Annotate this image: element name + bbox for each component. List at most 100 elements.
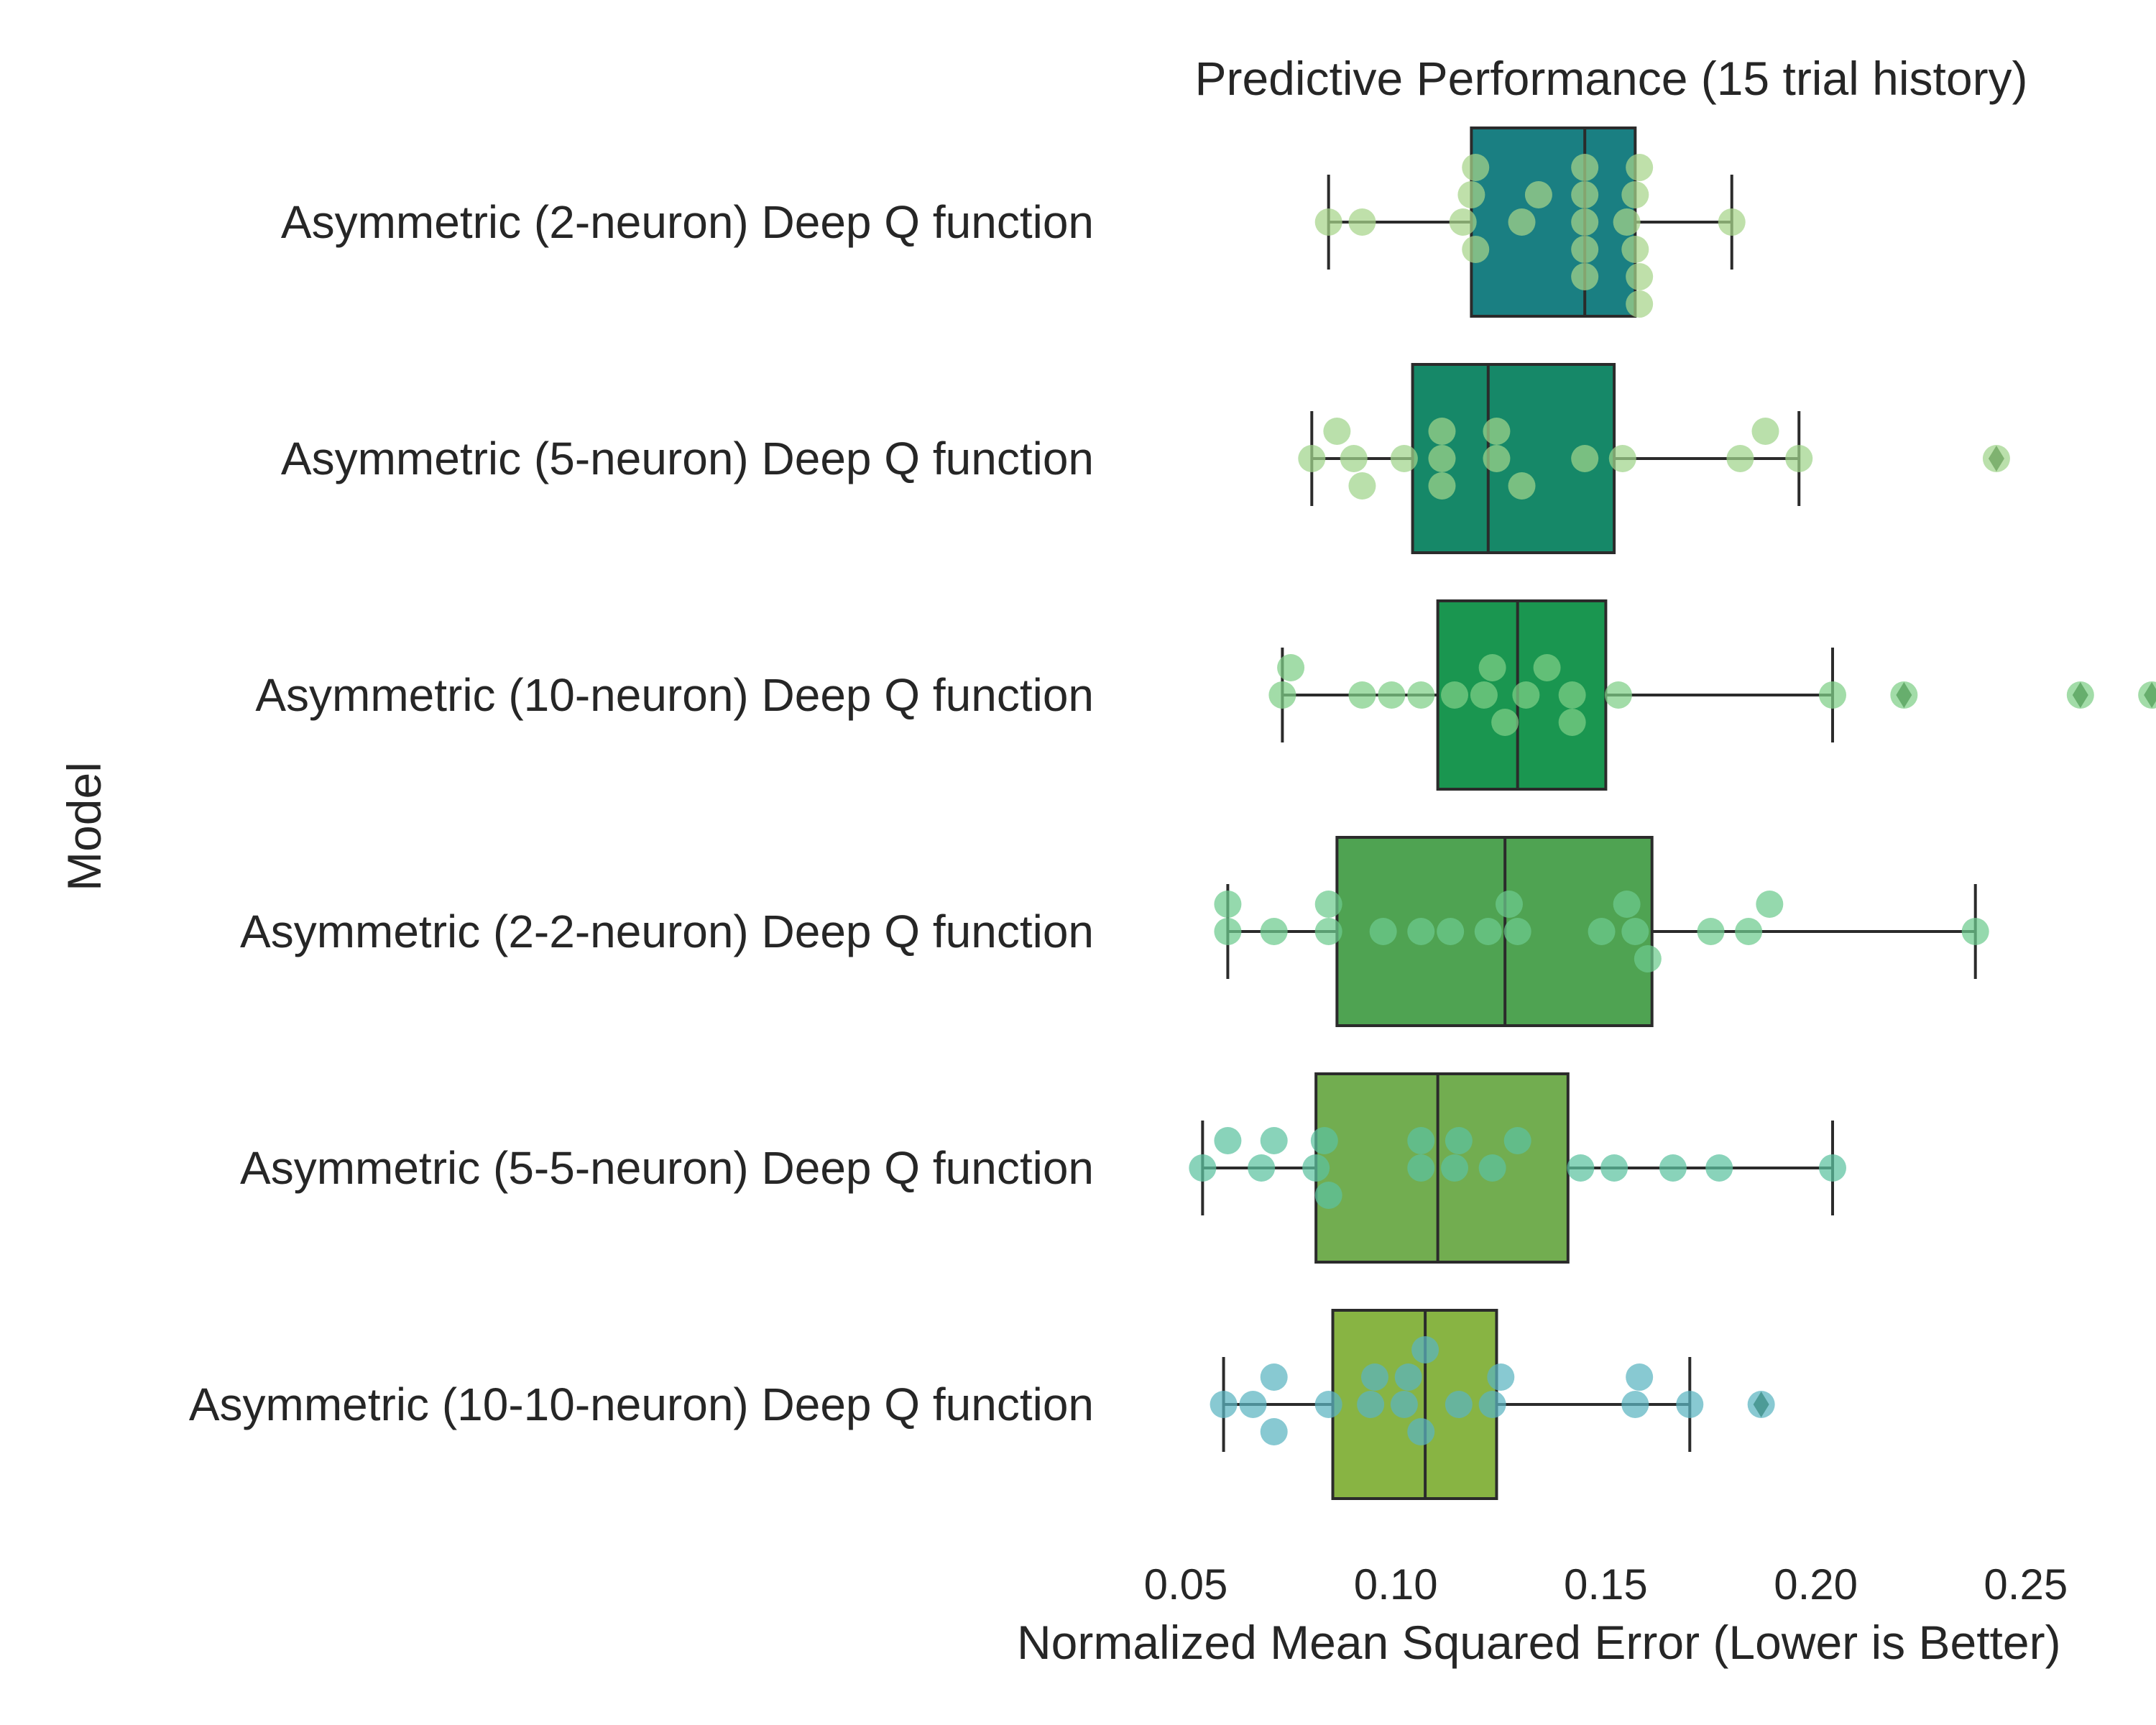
data-point [1189,1154,1217,1182]
data-point [1508,208,1536,236]
data-point [1428,445,1456,472]
data-point [1697,918,1725,945]
data-point [1495,891,1523,918]
data-point [1747,1391,1775,1418]
data-point [1445,1127,1473,1154]
data-point [1378,681,1406,709]
data-point [1390,445,1418,472]
data-point [1726,445,1754,472]
data-point [1441,1154,1469,1182]
data-point [1260,918,1288,945]
data-point [1214,918,1242,945]
x-tick-label: 0.20 [1774,1560,1858,1609]
data-point [1613,891,1641,918]
data-point [1260,1363,1288,1391]
data-point [1298,445,1326,472]
data-point [1785,445,1813,472]
data-point [1407,1418,1435,1445]
data-point [1626,290,1654,318]
data-point [1621,918,1649,945]
data-point [1348,681,1376,709]
data-point [1735,918,1763,945]
data-point [2066,681,2094,709]
x-tick-label: 0.05 [1144,1560,1228,1609]
data-point [1626,1363,1654,1391]
category-label: Asymmetric (10-neuron) Deep Q function [255,669,1094,721]
data-point [1310,1127,1338,1154]
data-point [1248,1154,1276,1182]
category-labels: Asymmetric (2-neuron) Deep Q function Asy… [189,196,1094,1430]
data-point [1718,208,1746,236]
chart-title: Predictive Performance (15 trial history… [1194,52,2027,105]
data-point [1437,918,1465,945]
boxes [1201,126,2156,1500]
data-point [1503,1127,1531,1154]
data-point [1428,472,1456,500]
data-point [1512,681,1540,709]
data-point [1558,709,1586,736]
data-point [1214,1127,1242,1154]
data-point [1314,1391,1342,1418]
data-point [1818,681,1846,709]
data-point [1470,681,1498,709]
x-axis-label: Normalized Mean Squared Error (Lower is … [1017,1616,2061,1669]
data-point [1394,1363,1422,1391]
data-point [1340,445,1368,472]
data-point [1260,1418,1288,1445]
data-point [1478,654,1506,681]
data-point [1571,181,1599,208]
data-point [1604,681,1632,709]
data-point [1491,709,1519,736]
data-point [1360,1363,1388,1391]
data-point [1428,418,1456,445]
data-point [1571,154,1599,181]
data-point [1314,208,1342,236]
data-point [1348,208,1376,236]
data-point [1571,263,1599,290]
data-point [1239,1391,1267,1418]
data-point [1260,1127,1288,1154]
data-points [1189,154,2156,1445]
data-point [1483,418,1511,445]
category-label: Asymmetric (2-2-neuron) Deep Q function [240,906,1094,957]
data-point [1369,918,1397,945]
data-point [1621,181,1649,208]
data-point [1323,418,1351,445]
data-point [1314,918,1342,945]
data-point [1462,154,1490,181]
data-point [1407,918,1435,945]
data-point [1634,945,1662,972]
data-point [1626,263,1654,290]
data-point [1503,918,1531,945]
x-axis-ticks: 0.05 0.10 0.15 0.20 0.25 [1144,1560,2068,1609]
data-point [1314,891,1342,918]
x-tick-label: 0.15 [1564,1560,1648,1609]
box-group [1327,126,1733,318]
data-point [1314,1182,1342,1209]
data-point [1407,1127,1435,1154]
y-axis-label: Model [57,762,111,891]
data-point [1214,891,1242,918]
data-point [1818,1154,1846,1182]
data-point [1449,208,1477,236]
iqr-box [1470,126,1637,318]
data-point [1474,918,1502,945]
data-point [1407,681,1435,709]
data-point [1626,154,1654,181]
data-point [1571,208,1599,236]
data-point [1524,181,1552,208]
data-point [1441,681,1469,709]
data-point [1613,208,1641,236]
data-point [2138,681,2156,709]
category-label: Asymmetric (10-10-neuron) Deep Q functio… [189,1379,1094,1430]
x-tick-label: 0.10 [1354,1560,1438,1609]
data-point [1588,918,1616,945]
data-point [1411,1336,1439,1363]
data-point [1478,1154,1506,1182]
data-point [1277,654,1305,681]
category-label: Asymmetric (2-neuron) Deep Q function [281,196,1094,248]
data-point [1982,445,2010,472]
data-point [1457,181,1485,208]
data-point [1533,654,1561,681]
